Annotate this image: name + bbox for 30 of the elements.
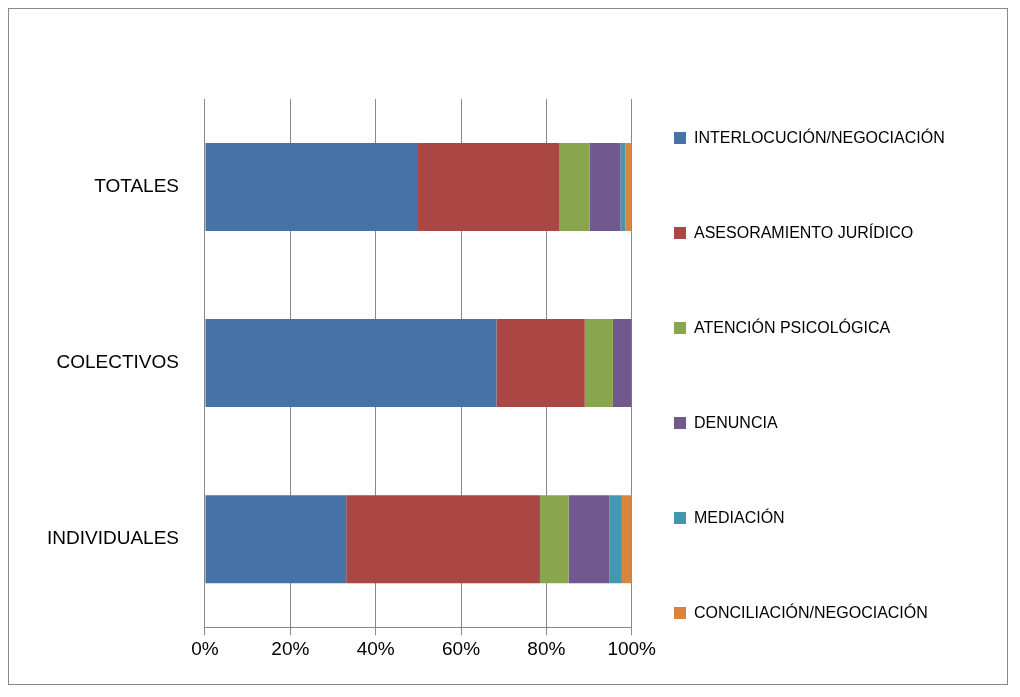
y-tick-label: COLECTIVOS: [56, 351, 179, 373]
legend-label: ATENCIÓN PSICOLÓGICA: [694, 319, 891, 337]
x-tick-label: 80%: [527, 637, 566, 659]
legend-label: CONCILIACIÓN/NEGOCIACIÓN: [694, 604, 928, 622]
bar: [205, 319, 497, 408]
bar: [559, 143, 590, 232]
x-tick-label: 40%: [356, 637, 395, 659]
x-tick-label: 100%: [607, 637, 657, 659]
bar: [568, 495, 610, 584]
bar: [539, 495, 569, 584]
bar: [612, 319, 632, 408]
y-tick-label: TOTALES: [94, 175, 179, 197]
x-tick-label: 60%: [442, 637, 481, 659]
bar: [205, 495, 347, 584]
bar: [584, 319, 613, 408]
x-tick-label: 0%: [191, 637, 219, 659]
bar: [205, 143, 418, 232]
legend-label: DENUNCIA: [694, 414, 778, 432]
legend-label: INTERLOCUCIÓN/NEGOCIACIÓN: [694, 129, 945, 147]
x-tick-label: 20%: [271, 637, 310, 659]
bar: [346, 495, 540, 584]
bar: [589, 143, 621, 232]
y-tick-label: INDIVIDUALES: [47, 527, 179, 549]
legend-label: MEDIACIÓN: [694, 509, 785, 527]
bar: [625, 143, 632, 232]
bar: [609, 495, 622, 584]
legend-label: ASESORAMIENTO JURÍDICO: [694, 224, 914, 242]
bar: [417, 143, 560, 232]
bar: [621, 495, 632, 584]
bar: [496, 319, 585, 408]
